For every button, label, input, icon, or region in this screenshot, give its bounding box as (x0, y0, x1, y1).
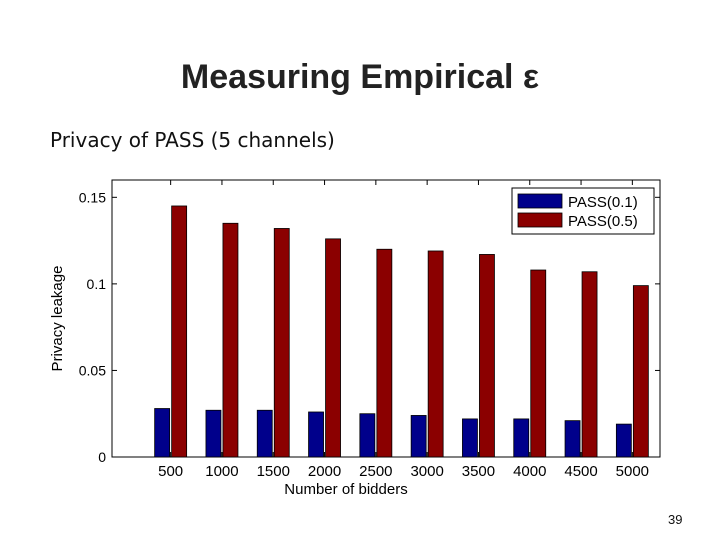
legend-label: PASS(0.1) (568, 194, 638, 211)
bar-pass05 (427, 250, 444, 458)
y-axis-label: Privacy leakage (49, 266, 66, 372)
x-tick-label: 1500 (257, 463, 290, 480)
bar-pass01 (462, 418, 478, 458)
bar-pass01 (154, 408, 171, 458)
x-tick-label: 2500 (359, 463, 392, 480)
y-tick-label: 0 (98, 449, 106, 465)
slide-subtitle: Privacy of PASS (5 channels) (50, 128, 335, 152)
bar-pass01 (410, 415, 427, 458)
bar-pass05 (530, 269, 547, 458)
page-number: 39 (668, 512, 683, 527)
bar-pass05 (325, 238, 341, 458)
chart-labels: 0 0.05 0.1 0.15 Privacy leakage 500 1000 1500 20… (49, 189, 649, 498)
bar-pass01 (359, 413, 376, 458)
bar-pass05 (479, 254, 495, 458)
x-axis-label: Number of bidders (284, 481, 407, 498)
x-tick-label: 500 (158, 463, 183, 480)
bar-pass01 (564, 420, 581, 458)
bar-pass05 (632, 285, 649, 458)
slide-title: Measuring Empirical ε (180, 58, 540, 96)
y-tick-label: 0.05 (79, 362, 106, 378)
bar-pass01 (205, 409, 222, 458)
bar-pass05 (581, 271, 598, 458)
x-tick-label: 3500 (462, 463, 495, 480)
y-tick-label: 0.15 (79, 189, 106, 205)
x-tick-label: 3000 (410, 463, 443, 480)
legend-swatch (517, 212, 563, 228)
legend-label: PASS(0.5) (568, 213, 638, 230)
x-tick-label: 1000 (205, 463, 238, 480)
chart-legend: PASS(0.1) PASS(0.5) (511, 187, 655, 235)
bar-pass05 (171, 205, 188, 458)
bar-pass05 (376, 248, 393, 458)
x-tick-label: 2000 (308, 463, 341, 480)
bar-pass05 (273, 228, 290, 458)
y-tick-label: 0.1 (87, 276, 107, 292)
bar-pass05 (222, 222, 239, 458)
legend-swatch (517, 193, 563, 209)
x-tick-label: 4500 (564, 463, 597, 480)
bar-pass01 (308, 411, 324, 458)
bar-pass01 (615, 423, 632, 458)
chart-bars (154, 205, 649, 458)
bar-pass01 (256, 409, 273, 458)
x-tick-label: 5000 (616, 463, 649, 480)
bar-pass01 (513, 418, 530, 458)
x-tick-label: 4000 (513, 463, 546, 480)
